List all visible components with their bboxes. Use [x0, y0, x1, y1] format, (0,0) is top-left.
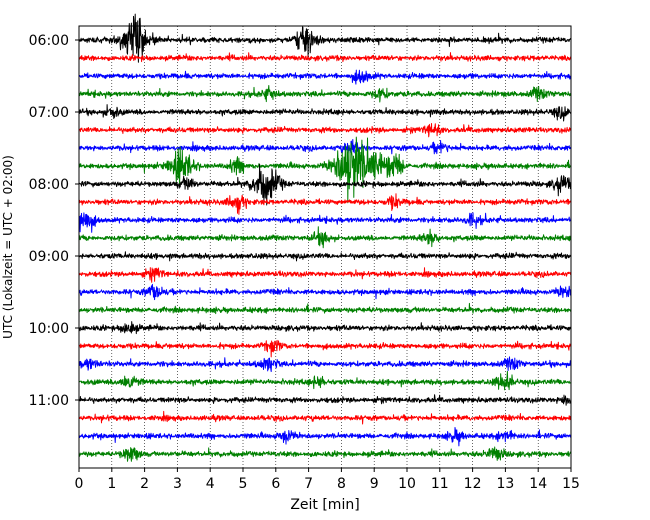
x-tick-label-3: 3 — [173, 476, 182, 492]
trace-0600 — [78, 13, 572, 63]
x-tick-label-0: 0 — [75, 476, 84, 492]
trace-0930 — [78, 283, 572, 301]
trace-0945 — [78, 302, 572, 315]
trace-1115 — [78, 410, 572, 425]
trace-0800 — [78, 163, 572, 206]
x-tick-label-2: 2 — [140, 476, 149, 492]
trace-0715 — [78, 123, 572, 138]
x-tick-label-12: 12 — [464, 476, 482, 492]
y-axis: 06:00 07:00 08:00 09:00 10:00 11:00 — [29, 33, 79, 409]
traces — [78, 13, 572, 462]
y-tick-label-0900: 09:00 — [29, 249, 69, 265]
x-tick-label-1: 1 — [107, 476, 116, 492]
y-tick-label-0700: 07:00 — [29, 105, 69, 121]
trace-0845 — [78, 226, 572, 249]
trace-0900 — [78, 251, 572, 262]
trace-1100 — [78, 394, 572, 406]
x-tick-label-7: 7 — [304, 476, 313, 492]
y-tick-label-0600: 06:00 — [29, 33, 69, 49]
y-tick-label-1100: 11:00 — [29, 393, 69, 409]
plot-frame — [78, 25, 572, 469]
x-axis-label: Zeit [min] — [290, 497, 359, 513]
trace-0630 — [78, 69, 572, 85]
x-tick-label-15: 15 — [562, 476, 580, 492]
x-tick-label-5: 5 — [239, 476, 248, 492]
x-tick-label-13: 13 — [496, 476, 514, 492]
trace-0915 — [78, 267, 572, 283]
x-tick-label-14: 14 — [529, 476, 547, 492]
trace-0745 — [78, 136, 572, 204]
trace-1000 — [78, 321, 572, 335]
trace-1145 — [78, 446, 572, 462]
trace-0815 — [78, 193, 572, 215]
y-axis-label: UTC (Lokalzeit = UTC + 02:00) — [1, 155, 15, 339]
trace-1045 — [78, 370, 572, 391]
x-tick-label-4: 4 — [206, 476, 215, 492]
x-tick-label-9: 9 — [370, 476, 379, 492]
trace-0700 — [78, 104, 572, 122]
x-tick-label-10: 10 — [398, 476, 416, 492]
x-tick-label-8: 8 — [337, 476, 346, 492]
y-tick-label-0800: 08:00 — [29, 177, 69, 193]
x-tick-label-11: 11 — [431, 476, 449, 492]
trace-1015 — [78, 339, 572, 358]
trace-1130 — [78, 427, 572, 447]
trace-0645 — [78, 85, 572, 103]
x-tick-label-6: 6 — [271, 476, 280, 492]
x-axis: 0 1 2 3 4 5 6 7 8 9 10 11 12 13 14 15 — [75, 468, 580, 492]
y-tick-label-1000: 10:00 — [29, 321, 69, 337]
trace-0730 — [78, 139, 572, 155]
trace-0830 — [78, 212, 572, 233]
trace-0615 — [78, 52, 572, 63]
trace-1030 — [78, 356, 572, 372]
